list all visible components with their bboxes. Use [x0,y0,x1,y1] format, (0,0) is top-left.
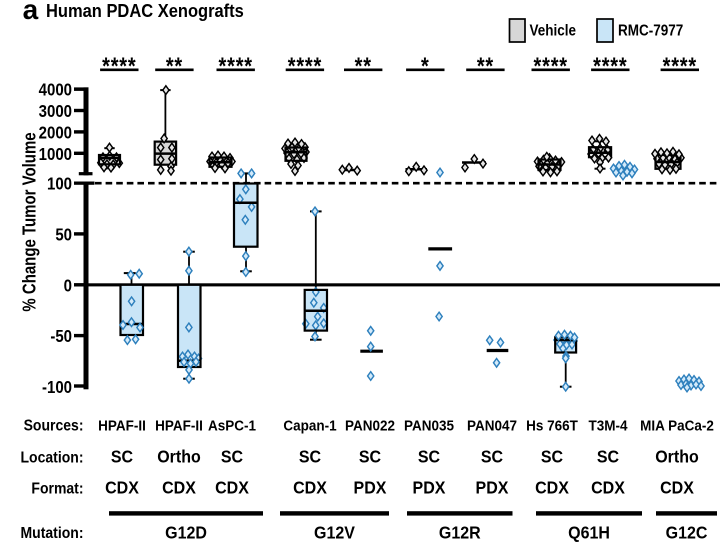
svg-text:Mutation:: Mutation: [21,525,84,542]
svg-text:-100: -100 [42,377,72,398]
svg-text:SC: SC [541,447,563,467]
svg-text:Ortho: Ortho [157,447,201,467]
svg-text:2000: 2000 [39,122,72,143]
svg-text:CDX: CDX [535,478,569,498]
svg-text:PDX: PDX [354,478,387,498]
svg-text:SC: SC [111,447,133,467]
svg-text:****: **** [593,52,627,79]
svg-text:MIA PaCa-2: MIA PaCa-2 [640,418,714,435]
svg-text:Hs 766T: Hs 766T [526,418,578,435]
svg-text:CDX: CDX [215,478,249,498]
svg-text:SC: SC [299,447,321,467]
svg-text:CDX: CDX [591,478,625,498]
svg-text:****: **** [534,52,568,79]
svg-text:CDX: CDX [162,478,196,498]
svg-text:CDX: CDX [105,478,139,498]
svg-text:PAN035: PAN035 [404,418,454,435]
svg-text:G12D: G12D [165,523,207,543]
svg-text:****: **** [663,52,697,79]
svg-text:Location:: Location: [21,450,84,467]
svg-text:CDX: CDX [660,478,694,498]
svg-text:****: **** [288,52,322,79]
svg-text:PDX: PDX [413,478,446,498]
svg-text:PDX: PDX [476,478,509,498]
svg-text:G12C: G12C [666,523,708,543]
svg-text:0: 0 [64,275,72,296]
svg-text:PAN047: PAN047 [467,418,517,435]
svg-text:*: * [421,52,430,79]
svg-text:CDX: CDX [293,478,327,498]
svg-text:50: 50 [55,224,72,245]
svg-text:SC: SC [418,447,440,467]
svg-text:% Change Tumor Volume: % Change Tumor Volume [19,132,40,311]
svg-text:SC: SC [221,447,243,467]
svg-text:Vehicle: Vehicle [530,23,576,40]
svg-text:Sources:: Sources: [24,418,84,435]
svg-text:**: ** [477,52,494,79]
svg-text:Capan-1: Capan-1 [283,418,336,435]
svg-text:a: a [23,0,39,25]
svg-text:SC: SC [597,447,619,467]
svg-text:SC: SC [359,447,381,467]
svg-text:AsPC-1: AsPC-1 [208,418,256,435]
svg-text:HPAF-II: HPAF-II [98,418,146,435]
svg-text:**: ** [166,52,183,79]
svg-text:Ortho: Ortho [655,447,699,467]
svg-text:HPAF-II: HPAF-II [155,418,203,435]
svg-text:Human PDAC Xenografts: Human PDAC Xenografts [46,0,244,21]
svg-text:RMC-7977: RMC-7977 [618,23,683,40]
svg-text:SC: SC [481,447,503,467]
svg-text:**: ** [355,52,372,79]
svg-text:PAN022: PAN022 [345,418,395,435]
svg-text:1000: 1000 [39,144,72,165]
svg-text:Q61H: Q61H [568,523,610,543]
svg-text:4000: 4000 [39,79,72,100]
svg-text:3000: 3000 [39,101,72,122]
svg-text:****: **** [102,52,136,79]
svg-text:T3M-4: T3M-4 [588,418,627,435]
svg-text:G12R: G12R [439,523,481,543]
svg-text:****: **** [219,52,253,79]
svg-text:-50: -50 [50,326,72,347]
svg-text:Format:: Format: [31,481,83,498]
svg-text:G12V: G12V [314,523,356,543]
svg-text:100: 100 [47,173,72,194]
